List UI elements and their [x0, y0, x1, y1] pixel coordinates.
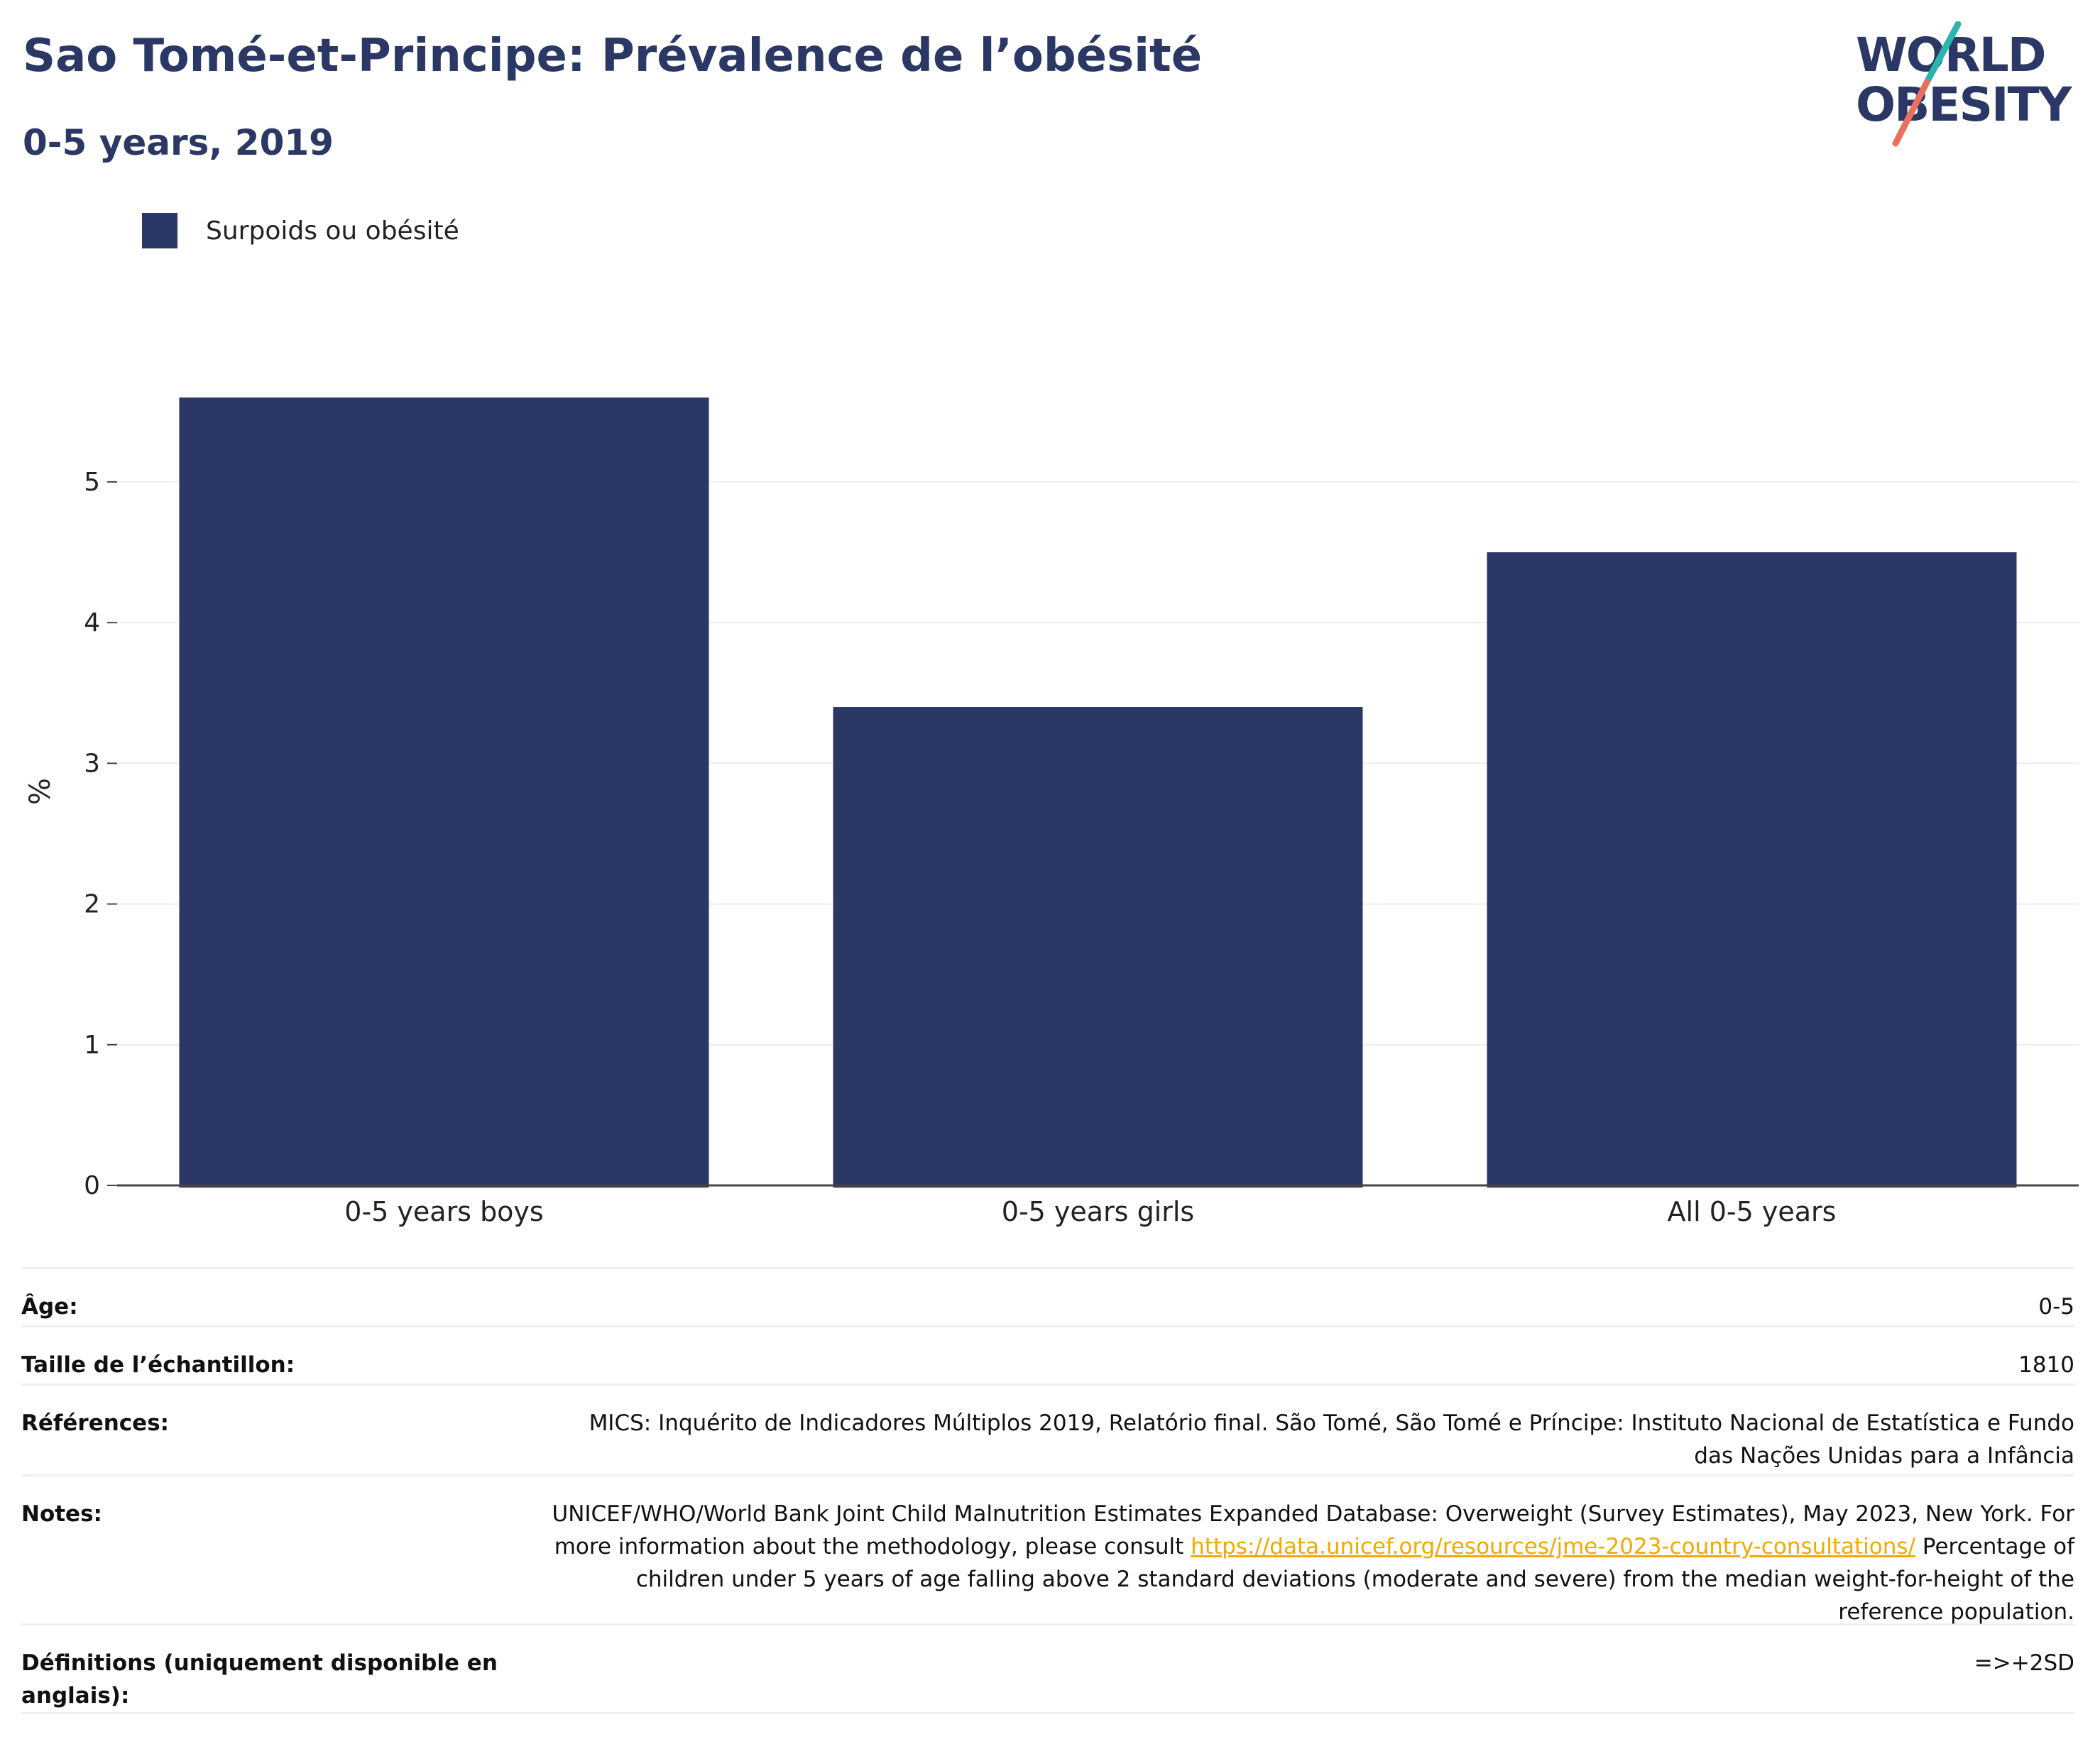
y-tick-label: 5 [84, 468, 100, 497]
bar-3 [1487, 552, 2017, 1188]
x-tick-label: All 0-5 years [1668, 1196, 1837, 1227]
info-row-references: Références: MICS: Inquérito de Indicador… [21, 1383, 2074, 1474]
y-axis-label: % [24, 778, 57, 805]
info-label-references: Références: [21, 1410, 170, 1436]
legend: Surpoids ou obésité [142, 213, 459, 248]
world-obesity-logo: WORLD OBESITY [1856, 21, 2074, 147]
info-value-sample-size: 1810 [2018, 1352, 2074, 1378]
notes-link[interactable]: https://data.unicef.org/resources/jme-20… [1191, 1534, 1916, 1559]
x-tick-label: 0-5 years boys [344, 1196, 543, 1227]
y-tick-label: 2 [84, 890, 100, 919]
logo-slash-coral [1892, 79, 1930, 147]
notes-text-after: Percentage of children under 5 years of … [635, 1534, 2074, 1625]
legend-label: Surpoids ou obésité [206, 216, 459, 246]
info-row-definitions: Définitions (uniquement disponible en an… [21, 1623, 2074, 1714]
info-label-notes: Notes: [21, 1501, 102, 1527]
info-value-age: 0-5 [2038, 1294, 2074, 1320]
logo-slash-teal [1923, 21, 1962, 86]
info-value-references: MICS: Inquérito de Indicadores Múltiplos… [589, 1410, 2074, 1469]
info-row-notes: Notes: UNICEF/WHO/World Bank Joint Child… [21, 1474, 2074, 1625]
info-row-age: Âge: 0-5 [21, 1267, 2074, 1325]
bar-chart: 0 1 2 3 4 5% 0-5 years boys 0-5 years girls All … [24, 398, 2079, 1227]
x-tick-label: 0-5 years girls [1002, 1196, 1194, 1227]
page-subtitle: 0-5 years, 2019 [23, 122, 334, 163]
logo-word-obesity: OBESITY [1856, 77, 2073, 132]
bar-2 [833, 707, 1363, 1188]
info-value-definitions: =>+2SD [1974, 1650, 2074, 1676]
y-tick-label: 0 [84, 1171, 100, 1200]
y-tick-label: 4 [84, 608, 100, 637]
notes-text-before: UNICEF/WHO/World Bank Joint Child Malnut… [552, 1501, 2075, 1559]
info-label-age: Âge: [21, 1294, 78, 1320]
info-table: Âge: 0-5 Taille de l’échantillon: 1810 R… [21, 1267, 2074, 1714]
info-label-definitions: Définitions (uniquement disponible en an… [21, 1650, 498, 1709]
info-value-notes: UNICEF/WHO/World Bank Joint Child Malnut… [548, 1498, 2075, 1628]
page-title: Sao Tomé-et-Principe: Prévalence de l’ob… [23, 30, 1203, 82]
y-tick-label: 3 [84, 749, 100, 778]
y-tick-label: 1 [84, 1031, 100, 1060]
info-label-sample-size: Taille de l’échantillon: [21, 1352, 295, 1378]
info-row-sample-size: Taille de l’échantillon: 1810 [21, 1325, 2074, 1383]
legend-swatch [142, 213, 177, 248]
bar-1 [179, 398, 709, 1188]
